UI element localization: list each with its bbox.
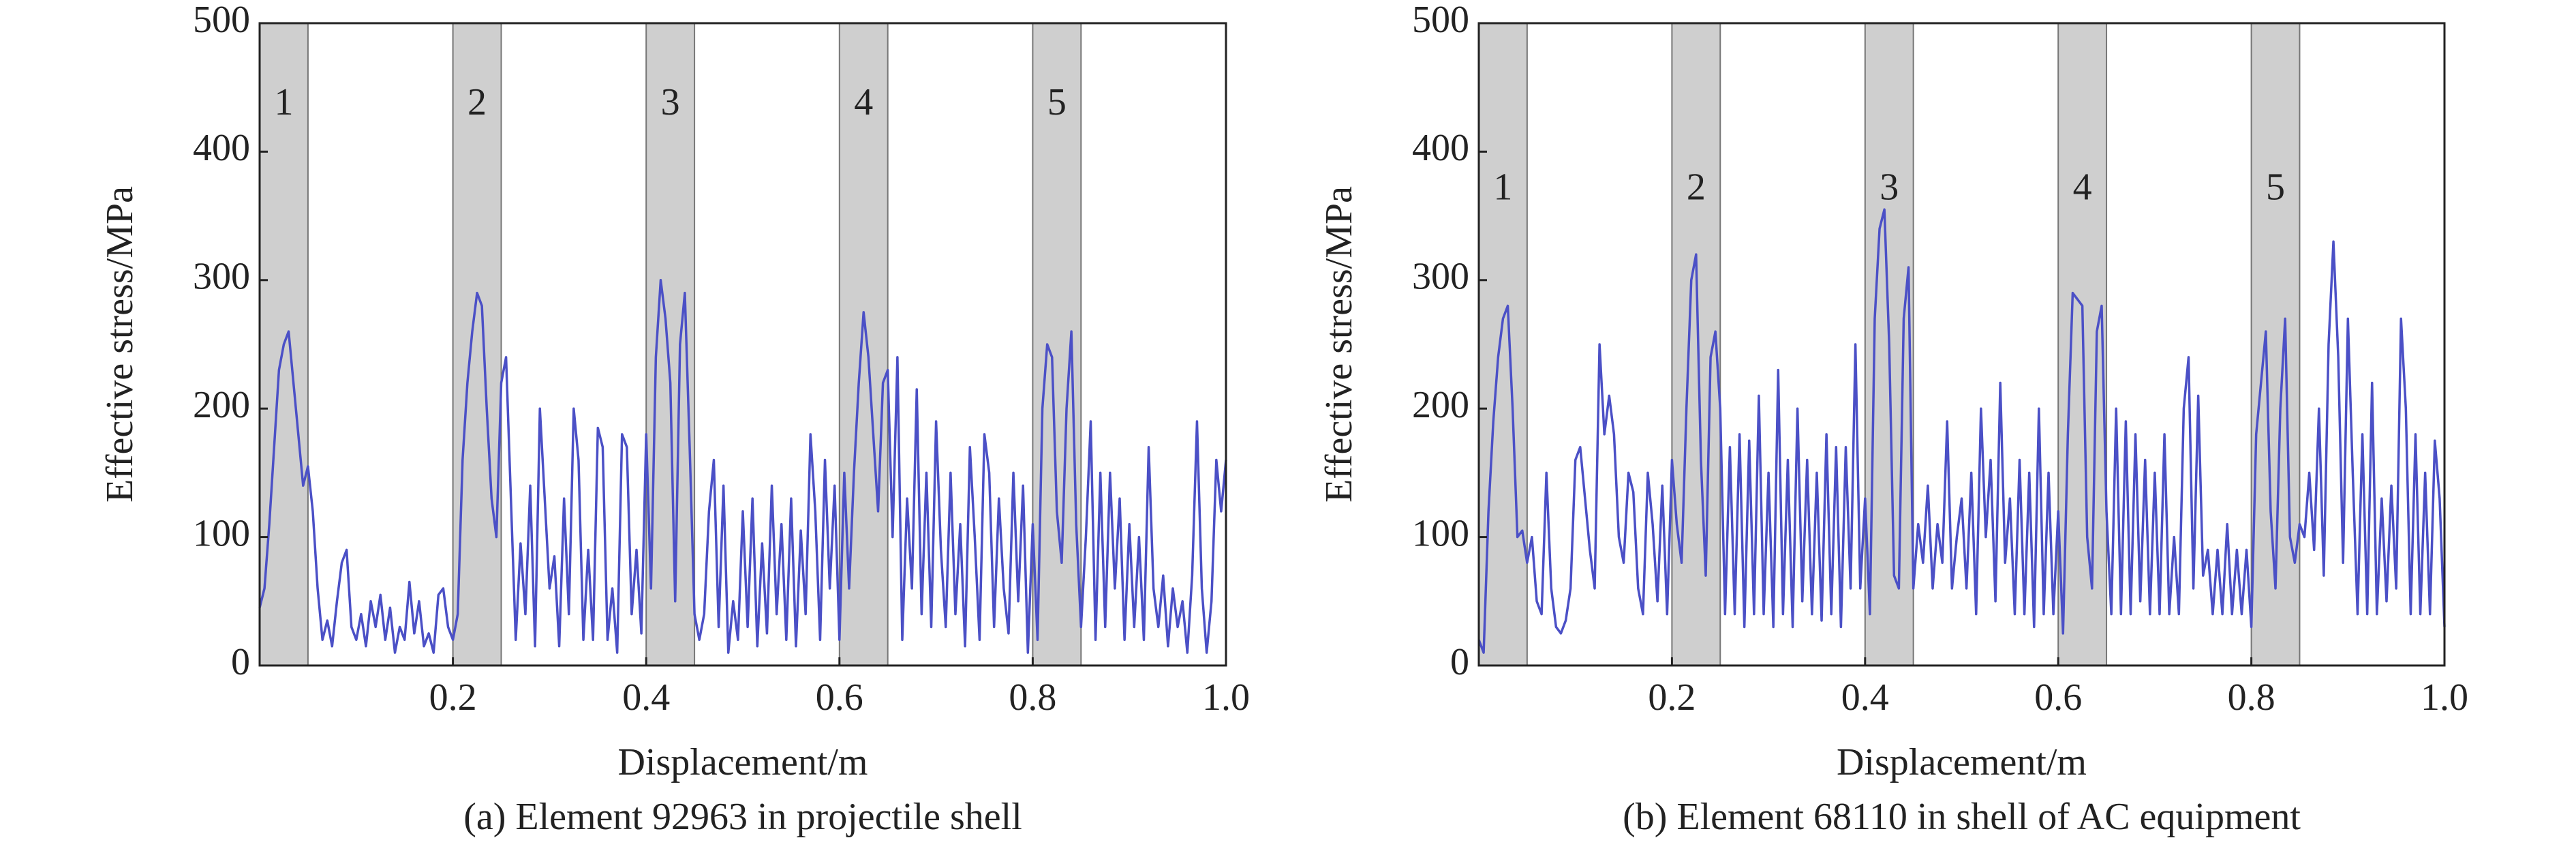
band-label: 1 — [274, 81, 293, 123]
x-axis-label: Displacement/m — [617, 741, 868, 783]
subplot-caption: (a) Element 92963 in projectile shell — [463, 796, 1022, 838]
band-label: 3 — [1880, 166, 1899, 209]
y-axis-label: Effective stress/MPa — [1318, 186, 1360, 503]
y-tick-label: 100 — [1412, 512, 1469, 554]
plot-frame — [1477, 22, 2446, 667]
y-tick-label: 400 — [1412, 127, 1469, 169]
x-tick-label: 0.8 — [1009, 676, 1056, 719]
band-label: 3 — [661, 81, 680, 123]
y-tick-label: 300 — [193, 256, 250, 298]
y-tick-label: 0 — [231, 641, 250, 683]
band-label: 2 — [467, 81, 487, 123]
y-tick-label: 500 — [193, 0, 250, 41]
band-label: 5 — [2266, 166, 2285, 209]
band-label: 4 — [854, 81, 873, 123]
y-tick-label: 100 — [193, 512, 250, 554]
stress-line — [258, 279, 1227, 654]
subplot: 1 2 3 4 5 0 100 200 300 400 500 0.2 0.4 0.6 0.8 1.0 Disp… — [99, 0, 1250, 838]
y-axis-label: Effective stress/MPa — [99, 186, 141, 503]
y-tick-label: 0 — [1450, 641, 1469, 683]
x-tick-label: 1.0 — [1202, 676, 1250, 719]
y-tick-label: 300 — [1412, 256, 1469, 298]
x-tick-label: 0.6 — [2034, 676, 2082, 719]
x-tick-label: 0.2 — [1648, 676, 1696, 719]
stress-line — [1477, 208, 2446, 654]
x-tick-label: 0.4 — [622, 676, 670, 719]
band-label: 1 — [1493, 166, 1512, 209]
subplot-caption: (b) Element 68110 in shell of AC equipme… — [1623, 796, 2301, 838]
x-tick-label: 0.6 — [816, 676, 863, 719]
y-tick-label: 500 — [1412, 0, 1469, 41]
plot-frame — [258, 22, 1227, 667]
subplot: 1 2 3 4 5 0 100 200 300 400 500 0.2 0.4 0.6 0.8 1.0 Disp… — [1318, 0, 2468, 838]
x-tick-label: 0.2 — [429, 676, 477, 719]
y-tick-label: 200 — [193, 384, 250, 426]
band-label: 2 — [1687, 166, 1706, 209]
band-label: 4 — [2073, 166, 2092, 209]
band — [452, 23, 502, 666]
band-label: 5 — [1047, 81, 1067, 123]
x-axis-label: Displacement/m — [1837, 741, 2087, 783]
y-tick-label: 400 — [193, 127, 250, 169]
x-tick-label: 1.0 — [2421, 676, 2468, 719]
x-tick-label: 0.8 — [2228, 676, 2275, 719]
y-tick-label: 200 — [1412, 384, 1469, 426]
x-tick-label: 0.4 — [1841, 676, 1889, 719]
